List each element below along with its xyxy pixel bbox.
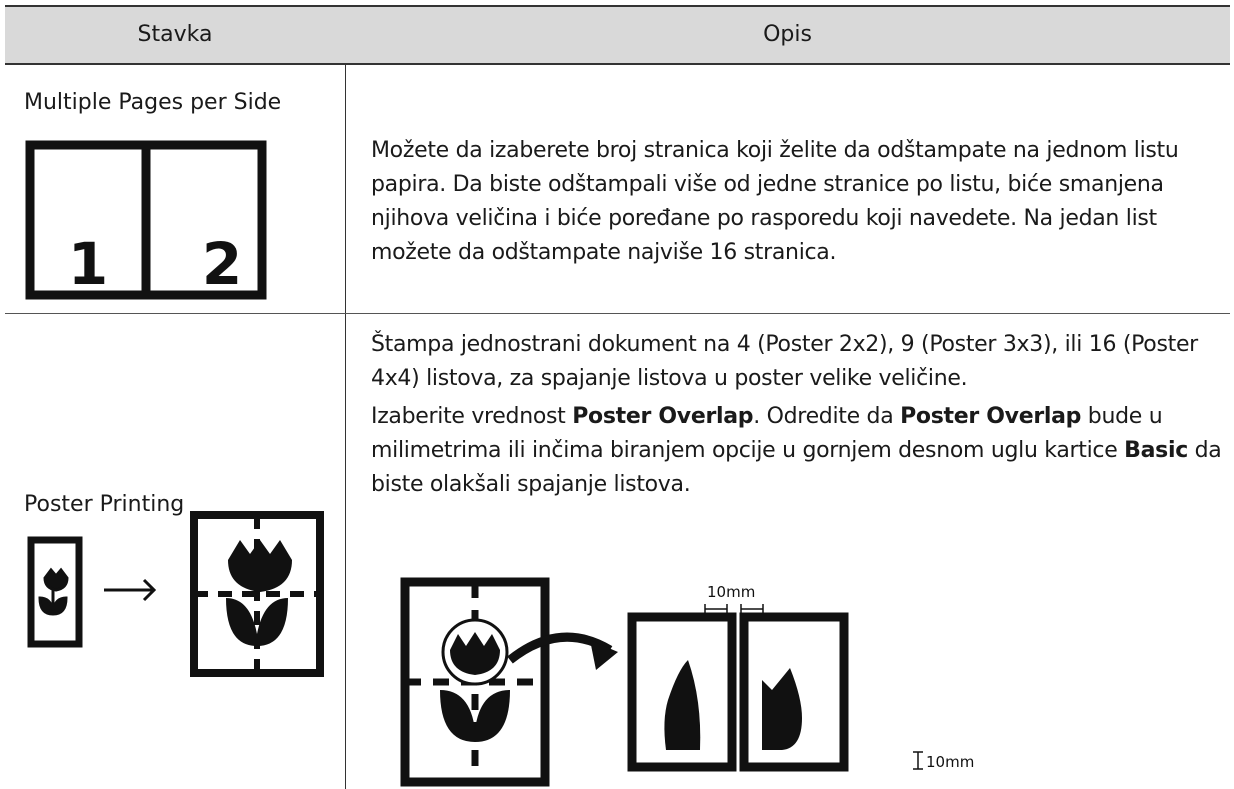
dimension-label: 10mm — [926, 753, 974, 771]
paragraph: Možete da izaberete broj stranica koji ž… — [371, 134, 1233, 270]
text: da biste olakšali spajanje listova. — [371, 438, 1222, 497]
bold-text: Poster Overlap — [572, 404, 754, 429]
text: . Odredite da — [753, 404, 901, 429]
dimension-label: 10mm — [707, 583, 755, 601]
description: Možete da izaberete broj stranica koji ž… — [371, 134, 1233, 274]
item-name: Poster Printing — [24, 492, 185, 517]
bold-text: Basic — [1124, 438, 1188, 463]
table-header: Stavka Opis — [5, 5, 1230, 65]
text: Štampa jednostrani dokument na 4 (Poster… — [371, 332, 1198, 391]
row-divider — [5, 313, 1230, 314]
header-cell: Stavka — [137, 22, 213, 47]
icon-label: 2 — [202, 230, 242, 298]
text: Izaberite vrednost — [371, 404, 573, 429]
icon-label: 1 — [68, 230, 108, 298]
text: bude u milimetrima ili inčima biranjem o… — [371, 404, 1163, 463]
paragraph: Izaberite vrednost Poster Overlap. Odred… — [371, 400, 1233, 502]
item-name: Multiple Pages per Side — [24, 90, 282, 115]
bold-text: Poster Overlap — [900, 404, 1082, 429]
paragraph: Štampa jednostrani dokument na 4 (Poster… — [371, 328, 1233, 396]
header-cell: Opis — [763, 22, 812, 47]
text: Možete da izaberete broj stranica koji ž… — [371, 138, 1179, 265]
column-divider — [345, 63, 346, 789]
description: Štampa jednostrani dokument na 4 (Poster… — [371, 328, 1233, 506]
